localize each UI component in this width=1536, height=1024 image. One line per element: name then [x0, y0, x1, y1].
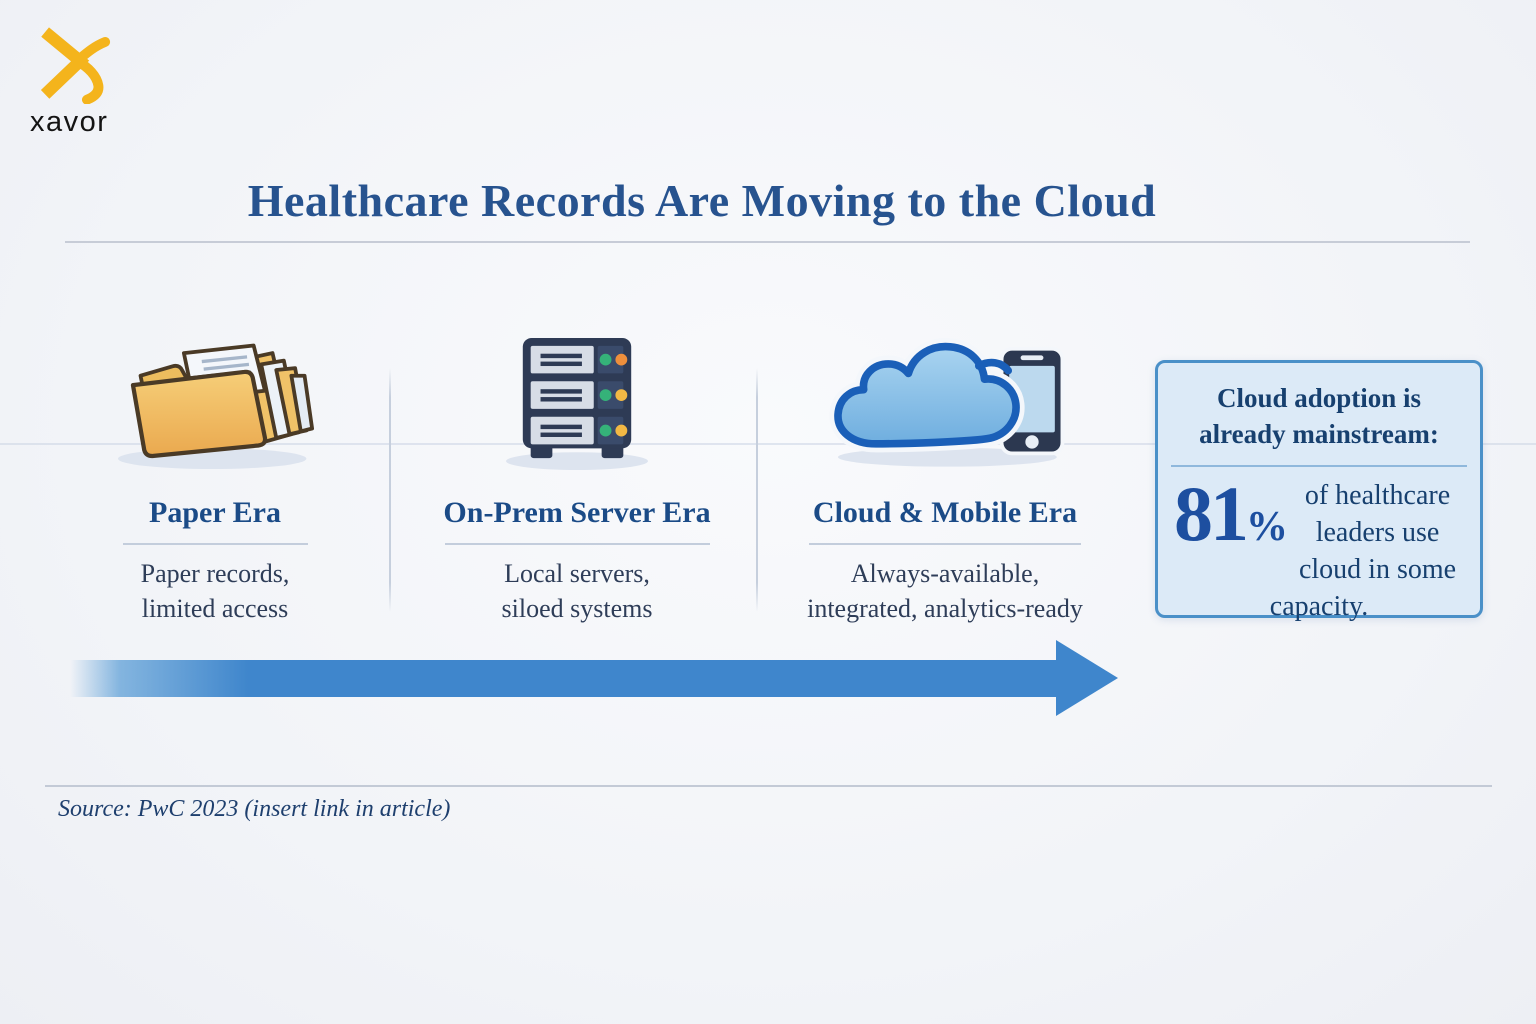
timeline-arrow-body: [70, 660, 1060, 697]
column-divider-1: [389, 368, 391, 612]
era-column-paper: Paper Era Paper records, limited access: [40, 340, 390, 626]
callout-divider: [1171, 465, 1467, 467]
era-column-server: On-Prem Server Era Local servers, siloed…: [402, 337, 752, 626]
column-divider-2: [756, 368, 758, 612]
cloud-mobile-icon: [829, 338, 1065, 467]
era-title-underline: [444, 543, 710, 545]
stat-value: 81%: [1174, 470, 1288, 557]
xavor-logo-icon: [40, 27, 111, 104]
cloud-adoption-callout-card: Cloud adoption is already mainstream: 81…: [1155, 360, 1483, 622]
callout-stat: 81% of healthcare leaders use cloud in s…: [1174, 470, 1464, 625]
page-title: Healthcare Records Are Moving to the Clo…: [247, 175, 1157, 226]
era-description: Always-available, integrated, analytics-…: [807, 559, 1083, 623]
era-title-underline: [809, 543, 1081, 545]
background-hairline: [0, 443, 1536, 445]
server-icon: [506, 337, 648, 470]
era-title: Paper Era: [149, 496, 281, 529]
era-title-underline: [122, 543, 308, 545]
era-column-cloud: Cloud & Mobile Era Always-available, int…: [770, 338, 1120, 626]
folder-icon: [117, 343, 314, 470]
stat-unit: %: [1246, 504, 1288, 550]
callout-heading: Cloud adoption is already mainstream:: [1199, 383, 1439, 449]
era-title: On-Prem Server Era: [443, 496, 711, 529]
source-note: Source: PwC 2023 (insert link in article…: [58, 796, 451, 822]
brand-logo: xavor: [26, 24, 136, 139]
era-title: Cloud & Mobile Era: [812, 496, 1078, 529]
era-description: Paper records, limited access: [140, 559, 290, 623]
stat-text: of healthcare leaders use cloud in some …: [1269, 480, 1457, 622]
title-divider: [65, 241, 1470, 243]
era-description: Local servers, siloed systems: [501, 559, 653, 623]
timeline-arrow-head: [1056, 640, 1118, 716]
footer-divider: [45, 785, 1492, 787]
brand-name: xavor: [30, 106, 109, 138]
